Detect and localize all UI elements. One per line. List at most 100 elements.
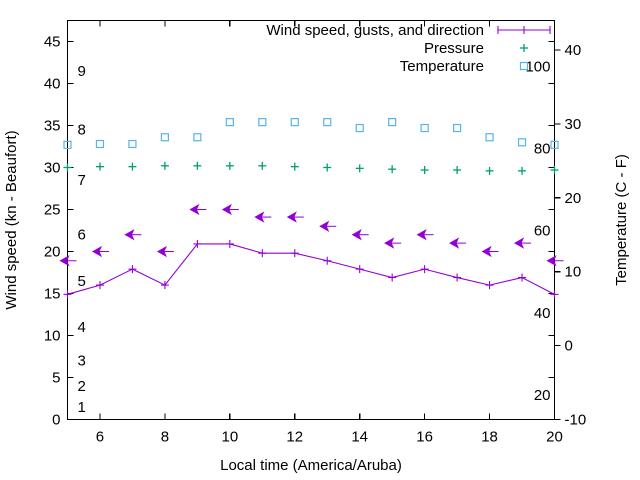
fahrenheit-scale-labels: 20 40 60 80 100 xyxy=(525,58,550,404)
right-tick-label: 10 xyxy=(565,264,582,281)
arrow-head xyxy=(546,255,557,267)
temperature-point xyxy=(517,138,527,147)
temperature-point xyxy=(453,123,462,133)
wind-speed-line xyxy=(67,243,555,295)
beaufort-label: 1 xyxy=(78,399,86,416)
right-axis-title: Temperature (C - F) xyxy=(613,154,630,286)
temperature-point xyxy=(290,118,299,127)
legend-label-0: Wind speed, gusts, and direction xyxy=(266,22,484,39)
arrow-head xyxy=(319,220,330,232)
beaufort-label: 8 xyxy=(78,122,86,139)
right-tick-label: 40 xyxy=(565,42,582,59)
temperature-point xyxy=(550,140,559,149)
bottom-tick-label: 14 xyxy=(351,429,368,446)
arrow-head xyxy=(384,237,395,249)
plot-border xyxy=(66,19,556,421)
temperature-point xyxy=(355,123,364,133)
wind-direction-arrow xyxy=(449,237,467,249)
beaufort-scale-labels: 1 2 3 4 5 6 7 8 9 xyxy=(78,63,86,416)
arrow-head xyxy=(514,237,525,249)
left-tick-label: 45 xyxy=(44,34,61,51)
bottom-axis-ticks: 6 8 10 12 14 16 18 20 xyxy=(96,20,563,446)
bottom-tick-label: 18 xyxy=(481,429,498,446)
bottom-axis-title: Local time (America/Aruba) xyxy=(220,457,402,474)
right-tick-label: 30 xyxy=(565,116,582,133)
beaufort-label: 5 xyxy=(78,273,86,290)
right-axis-ticks: -10 0 10 20 30 40 xyxy=(554,42,587,429)
right-tick-label: 20 xyxy=(565,190,582,207)
arrow-head xyxy=(221,203,232,216)
arrow-head xyxy=(449,237,460,249)
temperature-point xyxy=(388,118,397,127)
series-temperature xyxy=(63,118,559,149)
wind-direction-arrow xyxy=(351,229,369,241)
beaufort-label: 6 xyxy=(78,227,86,244)
legend-square-temperature xyxy=(519,61,529,71)
left-tick-label: 20 xyxy=(44,244,61,261)
left-tick-label: 35 xyxy=(44,118,61,135)
left-tick-label: 15 xyxy=(44,286,61,303)
temperature-point xyxy=(128,139,137,149)
arrow-head xyxy=(254,211,265,223)
series-pressure xyxy=(63,161,559,175)
arrow-head xyxy=(156,245,167,258)
arrow-head xyxy=(416,229,427,241)
left-tick-label: 0 xyxy=(52,412,60,429)
right-tick-label: 0 xyxy=(565,338,573,355)
fahrenheit-label: 80 xyxy=(534,140,551,157)
wind-direction-arrow xyxy=(124,229,142,241)
wind-direction-arrow xyxy=(286,211,304,223)
bottom-tick-label: 8 xyxy=(161,429,169,446)
temperature-point xyxy=(193,133,202,142)
temperature-point xyxy=(485,133,494,142)
arrow-head xyxy=(59,255,70,267)
fahrenheit-label: 20 xyxy=(534,387,551,404)
beaufort-label: 9 xyxy=(78,63,86,80)
left-tick-label: 10 xyxy=(44,328,61,345)
fahrenheit-label: 40 xyxy=(534,305,551,322)
temperature-point xyxy=(63,140,72,149)
arrow-head xyxy=(124,229,135,241)
left-tick-label: 25 xyxy=(44,202,61,219)
right-tick-label: -10 xyxy=(565,412,587,429)
left-axis-title: Wind speed (kn - Beaufort) xyxy=(3,130,20,309)
wind-direction-arrow xyxy=(546,255,564,267)
arrow-head xyxy=(351,229,362,241)
bottom-tick-label: 12 xyxy=(286,429,303,446)
wind-direction-arrow xyxy=(514,237,532,249)
left-tick-label: 30 xyxy=(44,160,61,177)
beaufort-label: 4 xyxy=(78,319,86,336)
beaufort-label: 2 xyxy=(78,378,86,395)
beaufort-label: 7 xyxy=(78,172,86,189)
temperature-point xyxy=(420,123,429,133)
left-tick-label: 40 xyxy=(44,76,61,93)
wind-direction-arrow xyxy=(59,255,77,267)
series-wind-speed xyxy=(59,203,564,299)
wind-direction-arrow xyxy=(254,211,272,223)
beaufort-label: 3 xyxy=(78,353,86,370)
wind-direction-arrow xyxy=(189,203,207,216)
arrow-head xyxy=(286,211,297,223)
wind-direction-arrow xyxy=(481,245,499,258)
arrow-head xyxy=(91,245,103,258)
chart-legend: Wind speed, gusts, and directionPressure… xyxy=(266,22,551,75)
wind-direction-arrow xyxy=(384,237,402,249)
temperature-point xyxy=(95,139,105,149)
fahrenheit-label: 60 xyxy=(534,222,551,239)
legend-label-2: Temperature xyxy=(400,58,484,75)
wind-direction-arrow xyxy=(319,220,337,232)
left-tick-label: 5 xyxy=(52,370,60,387)
bottom-tick-label: 10 xyxy=(221,429,238,446)
bottom-tick-label: 20 xyxy=(546,429,563,446)
temperature-point xyxy=(323,118,332,127)
wind-direction-arrow xyxy=(91,245,109,258)
wind-direction-arrow xyxy=(221,203,239,216)
temperature-point xyxy=(225,118,234,127)
arrow-head xyxy=(189,203,200,216)
wind-direction-arrow xyxy=(416,229,434,241)
bottom-tick-label: 6 xyxy=(96,429,104,446)
temperature-point xyxy=(160,133,169,142)
